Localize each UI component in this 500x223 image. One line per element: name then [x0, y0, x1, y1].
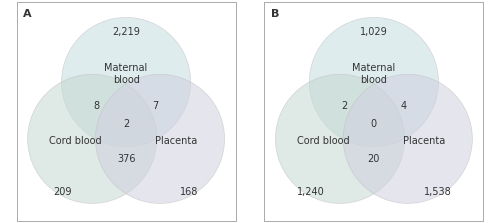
Text: 4: 4 — [400, 101, 406, 111]
Text: 209: 209 — [54, 188, 72, 198]
Circle shape — [276, 74, 404, 203]
Text: 2: 2 — [123, 119, 129, 128]
Text: 1,240: 1,240 — [296, 188, 324, 198]
Text: Cord blood: Cord blood — [297, 136, 350, 146]
Circle shape — [96, 74, 224, 203]
Text: Maternal
blood: Maternal blood — [352, 63, 396, 85]
Text: 168: 168 — [180, 188, 199, 198]
Text: Cord blood: Cord blood — [50, 136, 102, 146]
Text: Placenta: Placenta — [156, 136, 198, 146]
Text: 1,538: 1,538 — [424, 188, 451, 198]
Text: 20: 20 — [368, 154, 380, 163]
Text: 376: 376 — [117, 154, 136, 163]
Text: Placenta: Placenta — [403, 136, 446, 146]
Circle shape — [28, 74, 156, 203]
Text: A: A — [24, 9, 32, 19]
Text: 7: 7 — [152, 101, 159, 111]
Circle shape — [344, 74, 472, 203]
Text: 0: 0 — [371, 119, 377, 128]
Text: 8: 8 — [94, 101, 100, 111]
Text: B: B — [271, 9, 280, 19]
Circle shape — [62, 17, 190, 147]
Text: Maternal
blood: Maternal blood — [104, 63, 148, 85]
Circle shape — [310, 17, 438, 147]
Text: 1,029: 1,029 — [360, 27, 388, 37]
Text: 2,219: 2,219 — [112, 27, 140, 37]
Text: 2: 2 — [341, 101, 347, 111]
